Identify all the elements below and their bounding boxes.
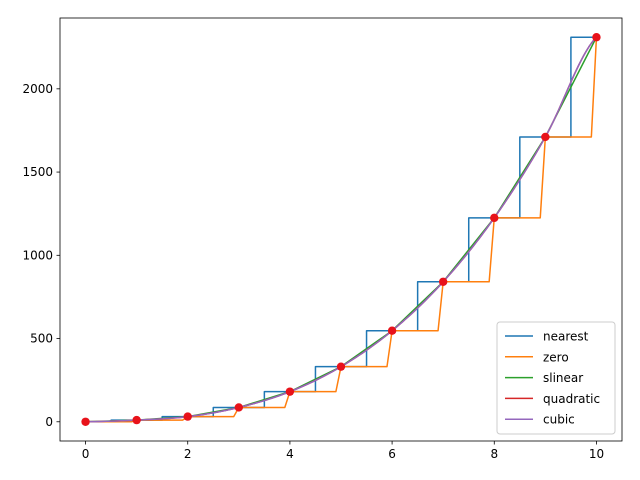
legend-box (496, 321, 616, 435)
data-point (132, 415, 141, 425)
x-tick-label: 0 (82, 447, 90, 461)
data-points (81, 33, 601, 426)
legend-label-nearest: nearest (543, 330, 589, 344)
y-axis: 0 500 1000 1500 2000 (22, 82, 60, 429)
legend-label-quadratic: quadratic (543, 392, 600, 406)
x-tick-label: 10 (589, 447, 604, 461)
data-point (490, 213, 499, 223)
data-point (387, 326, 397, 335)
y-tick-label: 1000 (22, 248, 53, 262)
data-point (285, 387, 295, 396)
data-point (234, 403, 244, 412)
y-tick-label: 500 (30, 332, 53, 346)
data-point (81, 417, 90, 426)
y-tick-label: 2000 (22, 82, 53, 96)
x-tick-label: 2 (184, 447, 192, 461)
data-point (541, 132, 550, 142)
legend-label-zero: zero (543, 350, 569, 364)
y-tick-label: 1500 (22, 165, 53, 179)
data-point (336, 362, 346, 371)
x-tick-label: 8 (490, 447, 498, 461)
legend-label-slinear: slinear (543, 371, 583, 385)
plot-frame (59, 17, 623, 442)
x-tick-label: 6 (388, 447, 396, 461)
data-point (592, 33, 601, 42)
data-point (183, 412, 192, 421)
legend: nearest zero slinear quadratic cubic (496, 321, 616, 435)
x-axis: 0 2 4 6 8 10 (82, 441, 604, 461)
legend-label-cubic: cubic (543, 413, 575, 427)
x-tick-label: 4 (286, 447, 294, 461)
y-tick-label: 0 (45, 415, 53, 429)
data-point (438, 277, 448, 286)
